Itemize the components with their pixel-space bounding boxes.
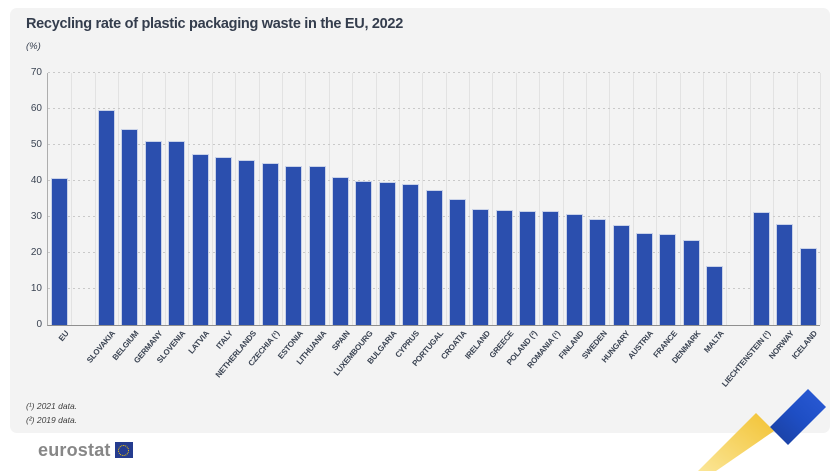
vertical-gridline [258, 73, 260, 325]
bar-latvia [191, 154, 209, 325]
vertical-gridline [398, 73, 400, 325]
bar-lithuania [308, 166, 326, 325]
bar-denmark [682, 240, 700, 325]
bar-austria [636, 232, 654, 325]
vertical-gridline [656, 73, 658, 325]
y-axis-tick-label: 20 [30, 247, 42, 258]
bar-germany [144, 140, 162, 325]
bar-croatia [448, 199, 466, 325]
bar-liechtenstein [753, 211, 770, 325]
y-axis-tick-label: 60 [30, 103, 42, 114]
vertical-gridline [539, 73, 541, 325]
vertical-gridline [469, 73, 471, 325]
bar-romania [542, 211, 560, 325]
bar-france [659, 233, 677, 325]
y-axis-tick-label: 50 [30, 139, 42, 150]
x-axis-label: ITALY [214, 329, 235, 351]
unit-label: (%) [26, 41, 41, 52]
bar-portugal [425, 190, 443, 325]
chart-card: Recycling rate of plastic packaging wast… [10, 8, 830, 433]
vertical-gridline [703, 73, 705, 325]
vertical-gridline [679, 73, 681, 325]
vertical-gridline [188, 73, 190, 325]
bar-luxembourg [355, 181, 373, 325]
vertical-gridline [375, 73, 377, 325]
vertical-gridline [796, 73, 798, 325]
vertical-gridline [562, 73, 564, 325]
x-axis-label: MALTA [702, 329, 726, 355]
bar-slovakia [97, 110, 115, 325]
vertical-gridline [94, 73, 96, 325]
vertical-gridline [586, 73, 588, 325]
horizontal-gridline [48, 180, 820, 181]
bar-malta [706, 265, 724, 325]
bar-belgium [121, 129, 139, 325]
bar-iceland [799, 247, 817, 325]
vertical-gridline [118, 73, 120, 325]
vertical-gridline [632, 73, 634, 325]
decorative-ribbon-icon [698, 389, 826, 471]
eurostat-logo-text: eurostat [38, 440, 111, 460]
bar-bulgaria [378, 182, 396, 325]
vertical-gridline [352, 73, 354, 325]
vertical-gridline [305, 73, 307, 325]
bar-sweden [589, 219, 607, 325]
eu-flag-icon [114, 442, 133, 458]
horizontal-gridline [48, 144, 820, 145]
vertical-gridline [726, 73, 728, 325]
bar-netherlands [238, 160, 256, 325]
horizontal-gridline [48, 72, 820, 73]
bar-estonia [285, 165, 303, 325]
x-axis-label: SLOVAKIA [85, 329, 118, 365]
footnote-1: (¹) 2021 data. [26, 401, 78, 411]
footnotes: (¹) 2021 data. (²) 2019 data. [26, 400, 77, 427]
y-axis-tick-label: 70 [30, 67, 42, 78]
eu-stars-circle-icon [118, 444, 130, 456]
vertical-gridline [71, 73, 73, 325]
vertical-gridline [211, 73, 213, 325]
bar-eu [51, 178, 69, 325]
y-axis-tick-label: 40 [30, 175, 42, 186]
bar-poland [519, 210, 537, 325]
vertical-gridline [281, 73, 283, 325]
vertical-gridline [164, 73, 166, 325]
y-axis-tick-label: 30 [30, 211, 42, 222]
vertical-gridline [820, 73, 821, 325]
y-axis-tick-label: 0 [36, 319, 42, 330]
vertical-gridline [492, 73, 494, 325]
bar-spain [331, 177, 349, 325]
chart-title: Recycling rate of plastic packaging wast… [26, 16, 403, 32]
x-axis-label: EU [56, 329, 71, 343]
footnote-2: (²) 2019 data. [26, 414, 78, 425]
vertical-gridline [141, 73, 143, 325]
y-axis-tick-label: 10 [30, 283, 42, 294]
vertical-gridline [235, 73, 237, 325]
bar-slovenia [168, 141, 186, 325]
vertical-gridline [609, 73, 611, 325]
vertical-gridline [773, 73, 775, 325]
bar-ireland [472, 208, 490, 325]
bar-cyprus [402, 183, 420, 325]
bar-italy [214, 157, 232, 325]
bar-czechia [261, 162, 279, 325]
vertical-gridline [328, 73, 330, 325]
vertical-gridline [515, 73, 517, 325]
x-axis-label: LATVIA [186, 329, 211, 356]
bar-hungary [612, 225, 630, 325]
bar-norway [776, 223, 794, 325]
x-axis-label: SPAIN [329, 329, 352, 353]
plot-area [47, 72, 821, 326]
eurostat-logo: eurostat [38, 441, 133, 459]
bar-finland [565, 214, 583, 325]
vertical-gridline [422, 73, 424, 325]
vertical-gridline [749, 73, 751, 325]
bar-greece [495, 209, 513, 325]
horizontal-gridline [48, 108, 820, 109]
vertical-gridline [445, 73, 447, 325]
